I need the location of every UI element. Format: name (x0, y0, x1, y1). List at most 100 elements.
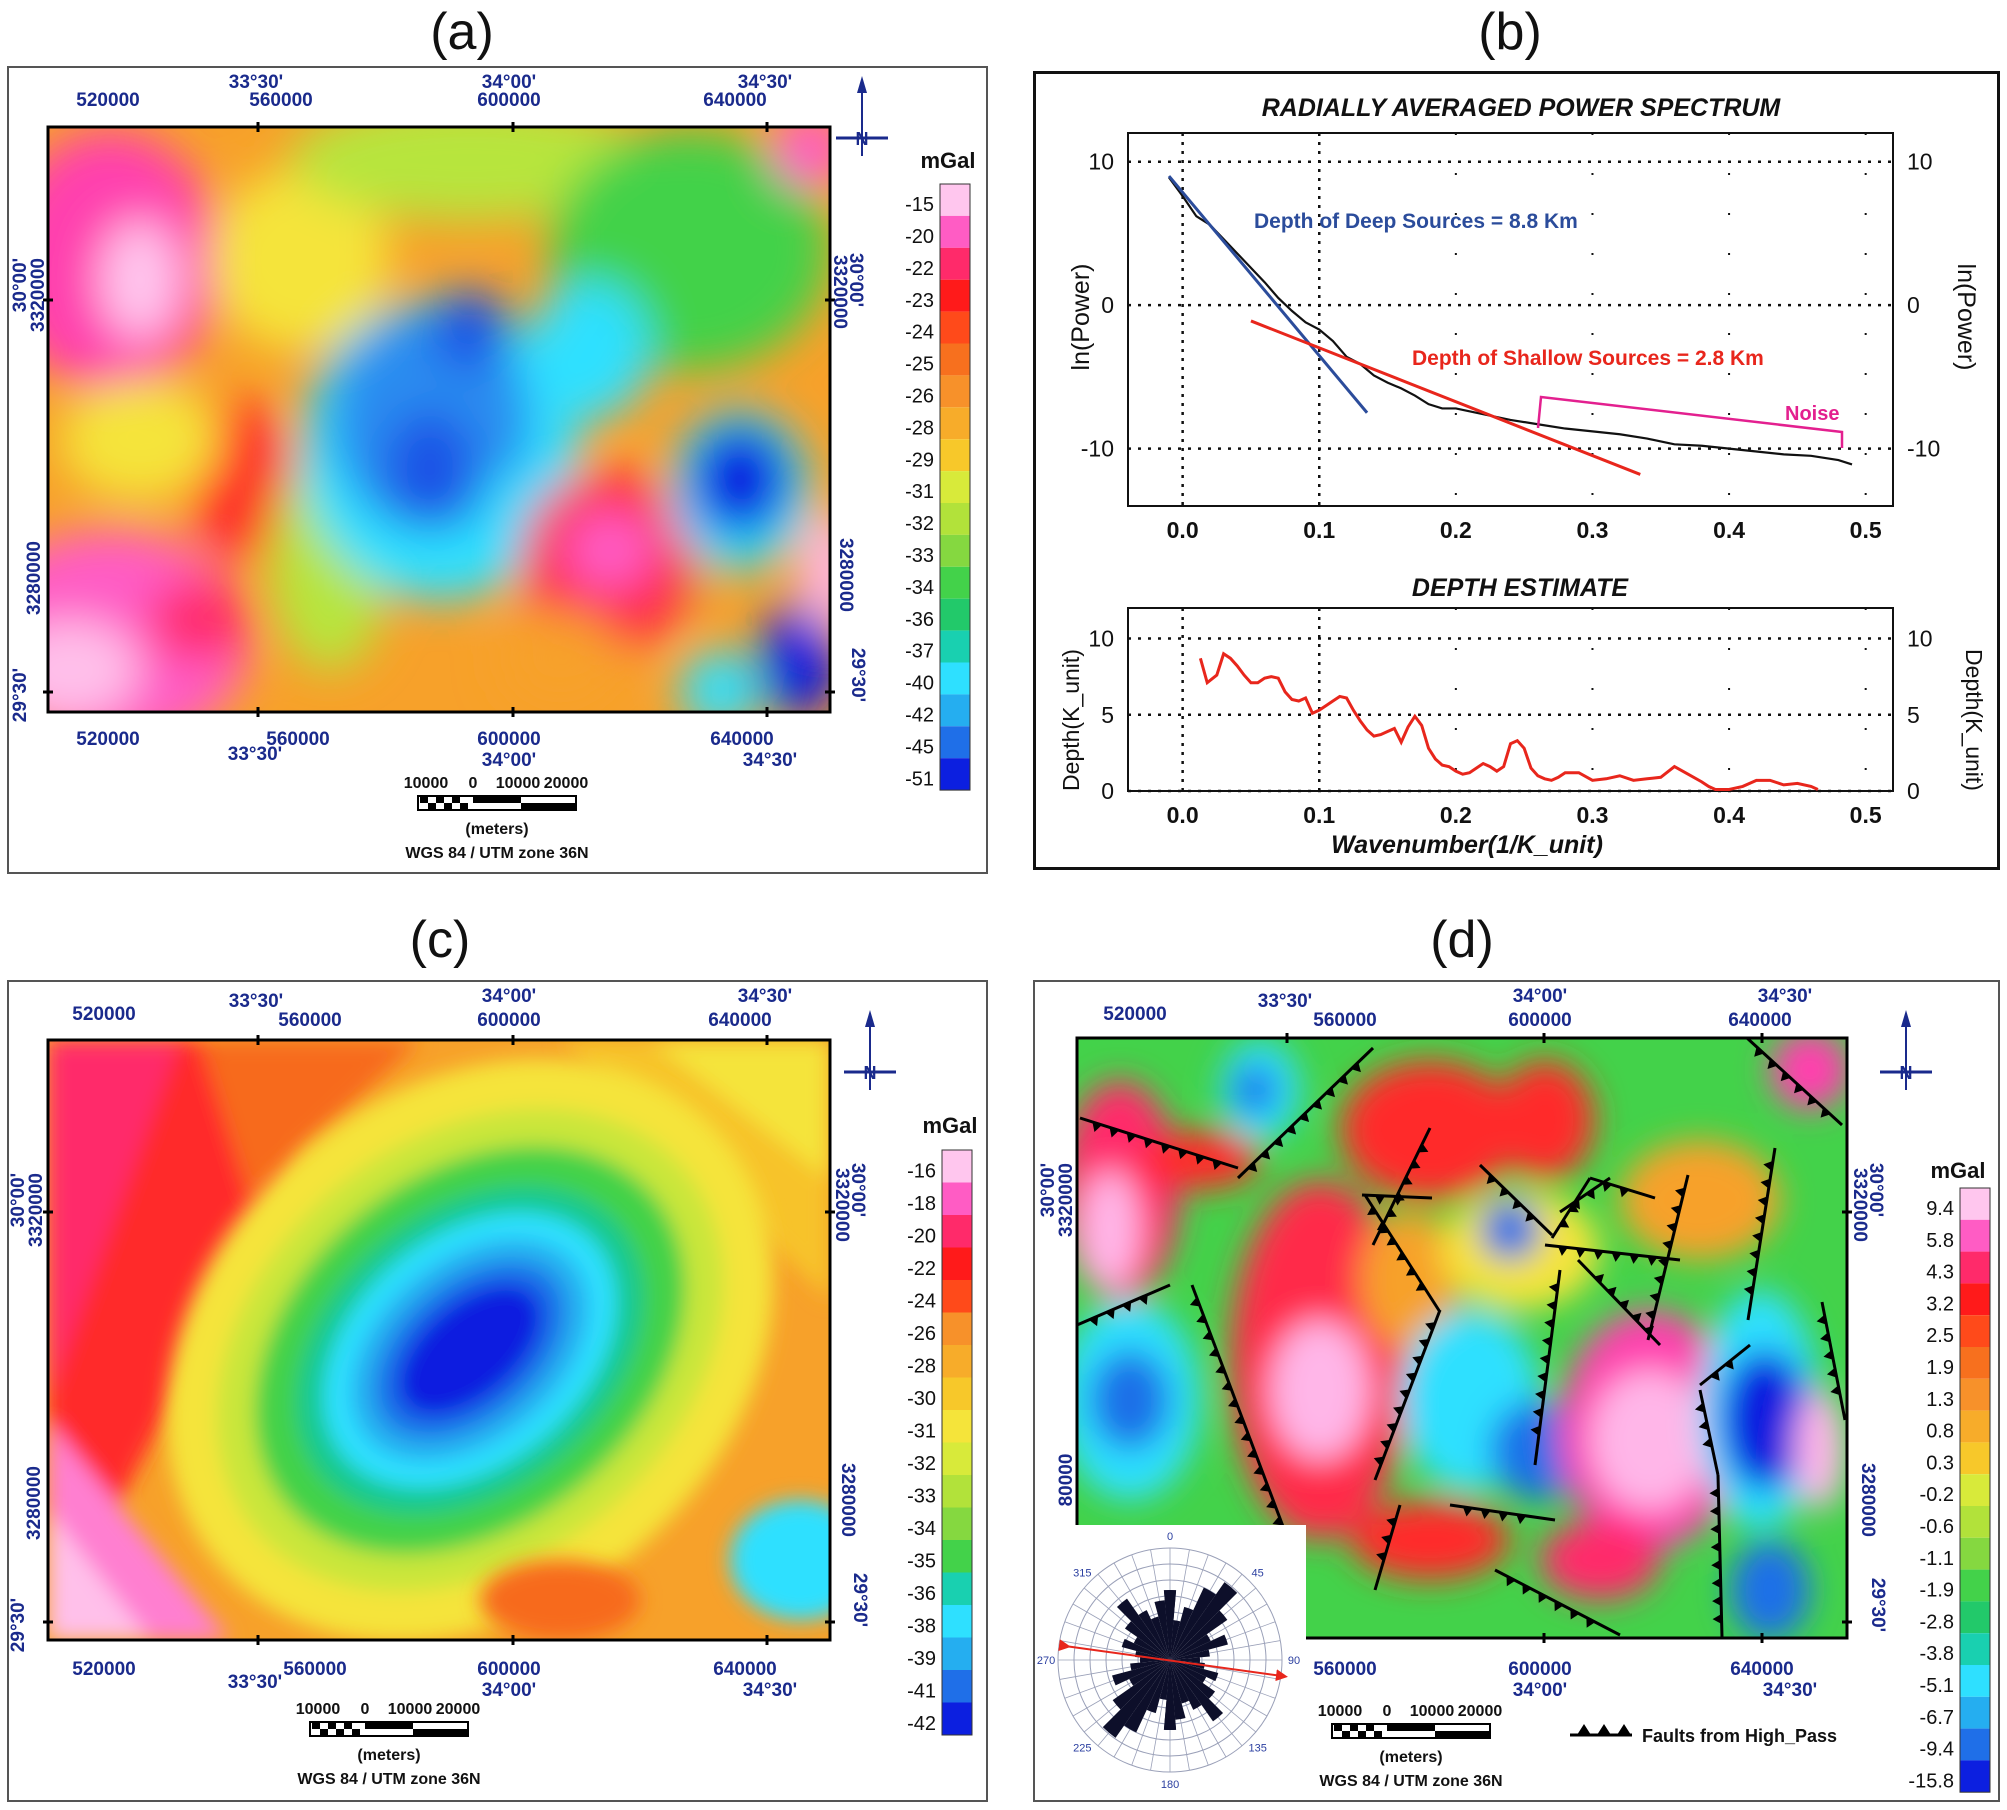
x-tick-label: 0.5 (1850, 802, 1882, 828)
legend-label: -3.8 (1920, 1643, 1954, 1665)
fault-tooth (1538, 1592, 1548, 1603)
panel-a-label: (a) (430, 3, 494, 61)
fault-tooth (1807, 1095, 1818, 1106)
fault-tooth (1247, 1448, 1258, 1459)
fault-tooth (1374, 1195, 1385, 1205)
svg-text:N: N (864, 1063, 877, 1083)
legend-swatch (1960, 1506, 1990, 1538)
fault-tooth (1606, 1286, 1617, 1297)
legend-label: 9.4 (1926, 1198, 1954, 1220)
fault-tooth (1653, 1275, 1664, 1285)
fault-tooth (1780, 1071, 1791, 1082)
legend-swatch (942, 1442, 972, 1475)
fault-tooth (1386, 1517, 1397, 1528)
d-lon-top-0: 33°30' (1258, 991, 1312, 1012)
legend-label: -26 (905, 386, 934, 408)
legend-swatch (942, 1605, 972, 1638)
fault-line (1820, 1301, 1847, 1421)
fault-tooth (1554, 1600, 1564, 1612)
panel-c-axis-labels: 520000 33°30' 560000 34°00' 600000 34°30… (8, 986, 870, 1701)
fault-tooth (1548, 1282, 1559, 1293)
fault-tooth (1122, 1301, 1132, 1312)
fault-tooth (1794, 1083, 1804, 1094)
fault-tooth (1594, 1273, 1604, 1284)
legend-swatch (942, 1345, 972, 1378)
legend-label: -0.2 (1920, 1484, 1954, 1506)
svg-text:N: N (856, 129, 869, 149)
fault-lines (1076, 1036, 1847, 1638)
legend-label: 1.3 (1926, 1389, 1954, 1411)
panel-d-axis-labels: 520000 33°30' 560000 34°00' 600000 34°30… (1038, 986, 1888, 1701)
fault-tooth (1373, 1456, 1384, 1466)
scale-number: 0 (361, 1701, 370, 1718)
b-xlabel: Wavenumber(1/K_unit) (1331, 831, 1603, 859)
a-unit-label: mGal (920, 148, 975, 173)
legend-label: 0.8 (1926, 1421, 1954, 1443)
x-tick-label: 0.0 (1167, 802, 1199, 828)
legend-swatch (940, 343, 970, 376)
fault-tooth (1754, 1046, 1764, 1057)
legend-swatch (1960, 1601, 1990, 1634)
fault-tooth (1299, 1112, 1310, 1123)
y-tick-label-left: -10 (1081, 436, 1114, 462)
b-ylabel1-left: ln(Power) (1067, 264, 1095, 371)
legend-label: -22 (907, 1258, 936, 1280)
fault-tooth (1405, 1266, 1417, 1276)
scale-number: 10000 (296, 1701, 341, 1718)
fault-tooth (1286, 1124, 1297, 1135)
legend-swatch (942, 1637, 972, 1670)
fault-tooth (1498, 1511, 1509, 1522)
c-y-left-0: 3320000 (26, 1173, 47, 1247)
legend-swatch (1960, 1410, 1990, 1443)
legend-label: -38 (907, 1616, 936, 1638)
scale-number: 10000 (496, 775, 541, 792)
a-lon-bot-2: 34°30' (743, 750, 797, 771)
fault-legend: Faults from High_Pass (1570, 1724, 1837, 1746)
legend-label: -40 (905, 673, 934, 695)
panel-a-axis-labels: 520000 33°30' 560000 34°00' 600000 34°30… (10, 72, 868, 771)
fault-tooth (1712, 1595, 1722, 1606)
legend-swatch (1960, 1188, 1990, 1220)
d-x-bot-1: 560000 (1313, 1659, 1376, 1680)
y-tick-label-right: 10 (1907, 149, 1933, 175)
fault-tooth (1541, 1336, 1552, 1347)
a-lon-bot-0: 33°30' (228, 744, 282, 765)
d-y-right-1: 3280000 (1857, 1463, 1878, 1537)
a-x-bot-1: 560000 (266, 729, 329, 750)
fault-tooth (1415, 1281, 1426, 1291)
legend-swatch (940, 566, 970, 599)
legend-swatch (940, 726, 970, 759)
fault-tooth (1208, 1347, 1220, 1358)
fault-tooth (1386, 1208, 1397, 1218)
legend-label: -9.4 (1920, 1739, 1954, 1761)
power-spectrum-plot: 0.0 0.1 0.2 0.3 0.4 0.5 10 10 0 0 -10 -10 (1081, 132, 1940, 543)
fault-line (1361, 1193, 1433, 1200)
rose-angle-label: 45 (1252, 1567, 1264, 1579)
depth-estimate-plot: 0.0 0.1 0.2 0.3 0.4 0.5 10 10 5 5 0 0 (1088, 607, 1933, 828)
fault-tooth (1711, 1559, 1721, 1570)
spectrum-annotations: Depth of Deep Sources = 8.8 Km Depth of … (1254, 210, 1844, 448)
fault-tooth (1212, 1159, 1223, 1171)
c-unit-label: mGal (922, 1113, 977, 1138)
x-tick-label: 0.1 (1303, 517, 1335, 543)
fault-tooth (1367, 1205, 1378, 1216)
legend-label: -20 (907, 1226, 936, 1248)
fault-tooth (1585, 1188, 1595, 1200)
legend-swatch (1960, 1283, 1990, 1316)
fault-tooth (1195, 1154, 1205, 1165)
legend-label: -1.1 (1920, 1548, 1954, 1570)
legend-swatch (940, 598, 970, 631)
y-tick-label-right: 5 (1907, 702, 1920, 728)
x-tick-label: 0.1 (1303, 802, 1335, 828)
legend-label: 0.3 (1926, 1452, 1954, 1474)
d-x-top-2: 600000 (1508, 1010, 1571, 1031)
x-tick-label: 0.4 (1713, 802, 1745, 828)
fault-tooth (1763, 1160, 1773, 1171)
legend-label: -23 (905, 290, 934, 312)
fault-line (1550, 1177, 1592, 1239)
legend-label: -29 (905, 449, 934, 471)
fault-tooth (1215, 1364, 1226, 1374)
fault-tooth (1537, 1372, 1547, 1383)
c-lat-right-0: 30°00' (847, 1163, 868, 1217)
